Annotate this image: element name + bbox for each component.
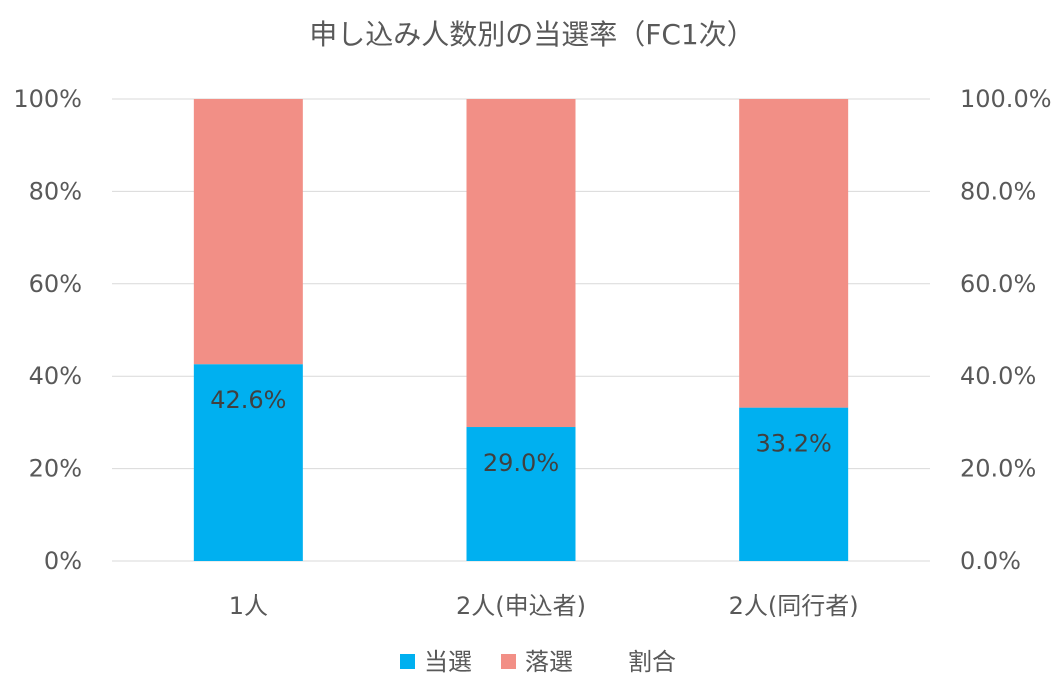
legend-lose-label: 落選 <box>525 648 573 676</box>
bar-lose-2 <box>466 99 576 428</box>
bar-win-3 <box>739 407 849 561</box>
chart-title: 申し込み人数別の当選率（FC1次） <box>309 18 754 51</box>
legend-win-label: 当選 <box>424 648 472 676</box>
bar-lose-3 <box>739 99 849 408</box>
left-tick-label: 0% <box>44 547 82 575</box>
category-label: 2人(同行者) <box>729 592 859 620</box>
category-axis: 1人 2人(申込者) 2人(同行者) <box>229 592 859 620</box>
bars <box>193 99 849 561</box>
legend-ratio-label: 割合 <box>628 648 676 676</box>
right-tick-label: 60.0% <box>960 270 1036 298</box>
left-tick-label: 100% <box>13 85 82 113</box>
right-tick-label: 0.0% <box>960 547 1021 575</box>
left-tick-label: 80% <box>29 177 82 205</box>
right-tick-label: 100.0% <box>960 85 1052 113</box>
left-tick-label: 20% <box>29 455 82 483</box>
left-tick-label: 40% <box>29 362 82 390</box>
category-label: 1人 <box>229 592 268 620</box>
legend: 当選 落選 割合 <box>400 648 676 676</box>
right-tick-label: 40.0% <box>960 362 1036 390</box>
category-label: 2人(申込者) <box>456 592 586 620</box>
data-labels: 42.6% 29.0% 33.2% <box>210 386 832 477</box>
legend-lose-swatch <box>501 654 516 669</box>
bar-win-2 <box>466 427 576 561</box>
bar-lose-1 <box>193 99 303 365</box>
data-label: 33.2% <box>756 430 832 458</box>
data-label: 42.6% <box>210 386 286 414</box>
bar-win-1 <box>193 364 303 561</box>
data-label: 29.0% <box>483 449 559 477</box>
left-y-axis: 0% 20% 40% 60% 80% 100% <box>13 85 82 575</box>
right-tick-label: 80.0% <box>960 177 1036 205</box>
legend-win-swatch <box>400 654 415 669</box>
right-tick-label: 20.0% <box>960 455 1036 483</box>
left-tick-label: 60% <box>29 270 82 298</box>
right-y-axis: 0.0% 20.0% 40.0% 60.0% 80.0% 100.0% <box>960 85 1052 575</box>
